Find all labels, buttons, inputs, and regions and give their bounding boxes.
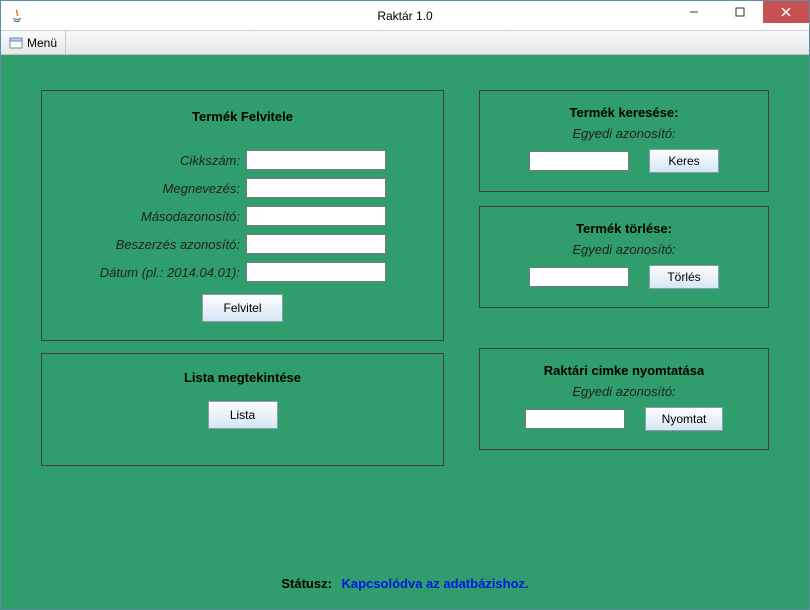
add-product-panel: Termék Felvitele Cikkszám: Megnevezés: M… bbox=[41, 90, 444, 341]
megnevezes-label: Megnevezés: bbox=[56, 181, 246, 196]
nyomtat-button[interactable]: Nyomtat bbox=[645, 407, 724, 431]
close-button[interactable] bbox=[763, 1, 809, 23]
list-panel: Lista megtekintése Lista bbox=[41, 353, 444, 466]
delete-panel: Termék törlése: Egyedi azonosító: Törlés bbox=[479, 206, 769, 308]
megnevezes-input[interactable] bbox=[246, 178, 386, 198]
window-titlebar: Raktár 1.0 bbox=[1, 1, 809, 31]
menu-label: Menü bbox=[27, 36, 57, 50]
cikkszam-input[interactable] bbox=[246, 150, 386, 170]
search-sub-label: Egyedi azonosító: bbox=[494, 126, 754, 141]
search-panel: Termék keresése: Egyedi azonosító: Keres bbox=[479, 90, 769, 192]
print-sub-label: Egyedi azonosító: bbox=[494, 384, 754, 399]
print-input[interactable] bbox=[525, 409, 625, 429]
maximize-button[interactable] bbox=[717, 1, 763, 23]
menu-bar: Menü bbox=[1, 31, 809, 55]
masodazonosito-label: Másodazonosító: bbox=[56, 209, 246, 224]
print-title: Raktári cimke nyomtatása bbox=[494, 363, 754, 378]
print-panel: Raktári cimke nyomtatása Egyedi azonosít… bbox=[479, 348, 769, 450]
beszerzes-label: Beszerzés azonosító: bbox=[56, 237, 246, 252]
torles-button[interactable]: Törlés bbox=[649, 265, 719, 289]
masodazonosito-input[interactable] bbox=[246, 206, 386, 226]
status-value: Kapcsolódva az adatbázishoz. bbox=[342, 576, 529, 591]
add-product-title: Termék Felvitele bbox=[56, 109, 429, 124]
delete-title: Termék törlése: bbox=[494, 221, 754, 236]
datum-input[interactable] bbox=[246, 262, 386, 282]
delete-input[interactable] bbox=[529, 267, 629, 287]
search-input[interactable] bbox=[529, 151, 629, 171]
window-icon bbox=[9, 36, 23, 50]
list-title: Lista megtekintése bbox=[56, 370, 429, 385]
cikkszam-label: Cikkszám: bbox=[56, 153, 246, 168]
content-area: Termék Felvitele Cikkszám: Megnevezés: M… bbox=[1, 55, 809, 609]
java-app-icon bbox=[9, 8, 25, 24]
minimize-button[interactable] bbox=[671, 1, 717, 23]
window-controls bbox=[671, 1, 809, 23]
status-row: Státusz: Kapcsolódva az adatbázishoz. bbox=[1, 576, 809, 591]
status-label: Státusz: bbox=[281, 576, 332, 591]
keres-button[interactable]: Keres bbox=[649, 149, 719, 173]
felvitel-button[interactable]: Felvitel bbox=[202, 294, 282, 322]
datum-label: Dátum (pl.: 2014.04.01): bbox=[56, 265, 246, 280]
beszerzes-input[interactable] bbox=[246, 234, 386, 254]
lista-button[interactable]: Lista bbox=[208, 401, 278, 429]
menu-button[interactable]: Menü bbox=[1, 31, 66, 54]
search-title: Termék keresése: bbox=[494, 105, 754, 120]
delete-sub-label: Egyedi azonosító: bbox=[494, 242, 754, 257]
